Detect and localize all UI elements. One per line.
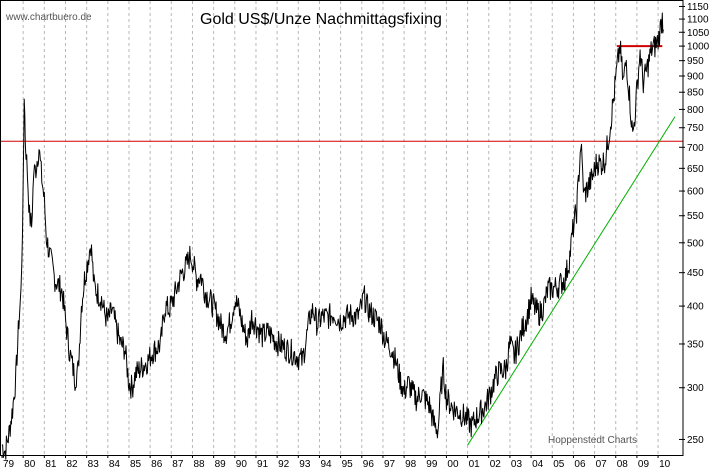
- x-tick-label: 92: [278, 459, 290, 470]
- y-tick-label: 750: [687, 123, 704, 134]
- x-tick-label: 90: [236, 459, 248, 470]
- watermark: www.chartbuero.de: [5, 12, 92, 23]
- x-tick-label: 96: [363, 459, 375, 470]
- plot-frame: [0, 0, 684, 456]
- x-tick-label: 87: [172, 459, 184, 470]
- y-tick-label: 400: [687, 302, 704, 313]
- y-tick-label: 850: [687, 88, 704, 99]
- x-tick-label: 10: [659, 459, 671, 470]
- x-tick-label: 89: [215, 459, 227, 470]
- x-tick-label: 99: [426, 459, 438, 470]
- y-tick-label: 950: [687, 56, 704, 67]
- x-tick-label: 09: [638, 459, 650, 470]
- x-tick-label: 98: [405, 459, 417, 470]
- grid: [22, 1, 659, 455]
- y-tick-label: 1150: [687, 2, 709, 13]
- trend-line: [467, 116, 676, 446]
- y-tick-label: 550: [687, 211, 704, 222]
- chart-credit: Hoppenstedt Charts: [548, 435, 637, 446]
- x-tick-label: 04: [532, 459, 544, 470]
- x-tick-label: 02: [490, 459, 502, 470]
- x-tick-label: 05: [553, 459, 565, 470]
- y-tick-label: 800: [687, 105, 704, 116]
- y-tick-label: 1100: [687, 15, 709, 26]
- x-tick-label: 79: [3, 459, 15, 470]
- x-tick-label: 97: [384, 459, 396, 470]
- y-tick-label: 300: [687, 383, 704, 394]
- y-tick-label: 700: [687, 143, 704, 154]
- x-tick-label: 06: [574, 459, 586, 470]
- x-tick-label: 95: [342, 459, 354, 470]
- x-tick-label: 83: [88, 459, 100, 470]
- y-tick-label: 1050: [687, 28, 710, 39]
- reference-lines: [1, 45, 683, 446]
- x-tick-label: 82: [66, 459, 78, 470]
- series-layer: [1, 12, 664, 460]
- x-tick-label: 84: [109, 459, 121, 470]
- x-tick-label: 81: [45, 459, 57, 470]
- y-tick-label: 350: [687, 339, 704, 350]
- x-tick-label: 00: [447, 459, 459, 470]
- y-tick-label: 1000: [687, 42, 710, 53]
- chart-title: Gold US$/Unze Nachmittagsfixing: [200, 11, 442, 28]
- x-tick-label: 93: [299, 459, 311, 470]
- x-tick-label: 86: [151, 459, 163, 470]
- x-tick-label: 08: [617, 459, 629, 470]
- x-tick-label: 88: [193, 459, 205, 470]
- x-tick-label: 07: [596, 459, 608, 470]
- price-series-line: [1, 12, 664, 460]
- x-tick-label: 91: [257, 459, 269, 470]
- y-tick-label: 500: [687, 238, 704, 249]
- y-tick-label: 900: [687, 72, 704, 83]
- y-tick-label: 450: [687, 268, 704, 279]
- y-tick-label: 650: [687, 164, 704, 175]
- x-tick-label: 80: [24, 459, 36, 470]
- x-tick-label: 94: [320, 459, 332, 470]
- y-tick-label: 600: [687, 187, 704, 198]
- x-tick-label: 85: [130, 459, 142, 470]
- y-tick-label: 250: [687, 435, 704, 446]
- x-tick-label: 03: [511, 459, 523, 470]
- x-tick-label: 01: [469, 459, 481, 470]
